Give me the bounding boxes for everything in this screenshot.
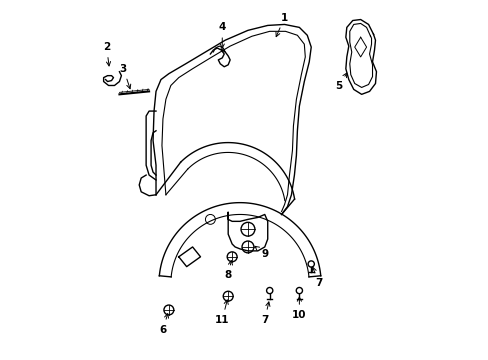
Text: 7: 7	[261, 302, 269, 325]
Text: 8: 8	[224, 261, 232, 280]
Text: 5: 5	[335, 73, 346, 91]
Text: 6: 6	[159, 314, 168, 334]
Text: 11: 11	[215, 300, 229, 325]
Text: 1: 1	[275, 13, 287, 37]
Text: 2: 2	[103, 42, 110, 66]
Text: 4: 4	[218, 22, 225, 48]
Text: 9: 9	[254, 246, 268, 259]
Text: 3: 3	[120, 64, 130, 89]
Text: 10: 10	[291, 297, 306, 320]
Text: 7: 7	[312, 267, 322, 288]
